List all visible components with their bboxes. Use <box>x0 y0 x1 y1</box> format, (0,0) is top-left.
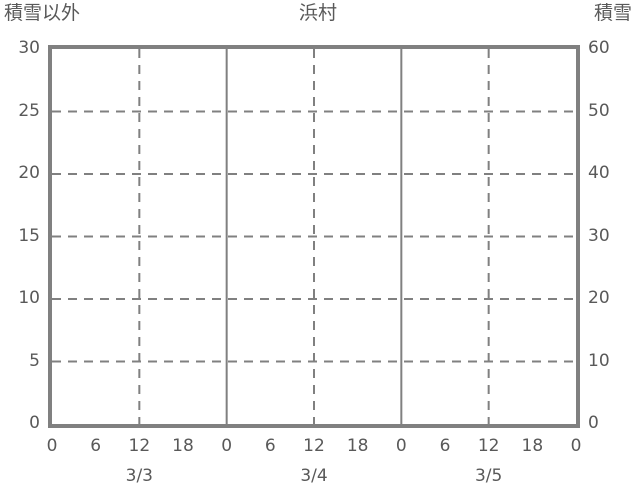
plot-grid <box>52 49 576 424</box>
right-axis-tick: 40 <box>588 163 610 183</box>
left-axis-tick: 20 <box>18 163 40 183</box>
left-axis-tick: 10 <box>18 288 40 308</box>
x-axis-day-label: 3/4 <box>300 466 328 486</box>
right-axis-title: 積雪 <box>593 2 632 24</box>
x-axis-hour-tick: 6 <box>264 436 276 456</box>
left-axis-tick: 15 <box>18 225 40 246</box>
x-axis-hour-tick: 6 <box>90 436 102 456</box>
x-axis-hour-tick: 12 <box>303 436 325 456</box>
right-axis-tick: 0 <box>588 413 599 433</box>
left-axis-tick: 0 <box>29 413 40 433</box>
x-axis-hour-tick: 0 <box>395 436 407 456</box>
right-axis-tick: 30 <box>588 225 610 246</box>
x-axis-hour-tick: 18 <box>346 436 369 456</box>
right-axis-tick: 10 <box>588 350 610 371</box>
right-axis-tick: 20 <box>588 288 610 308</box>
x-axis-hour-tick: 12 <box>128 436 151 456</box>
chart-title: 浜村 <box>298 2 337 24</box>
left-axis-tick: 30 <box>18 38 40 58</box>
left-axis-title: 積雪以外 <box>4 2 81 24</box>
x-axis-day-label: 3/3 <box>125 466 153 486</box>
right-axis-tick: 60 <box>588 38 610 58</box>
x-axis-hour-tick: 12 <box>477 436 500 456</box>
x-axis-hour-tick: 0 <box>46 436 58 456</box>
x-axis-hour-tick: 18 <box>521 436 544 456</box>
x-axis-hour-tick: 18 <box>172 436 194 456</box>
x-axis-hour-tick: 0 <box>221 436 233 456</box>
left-axis-tick: 25 <box>18 100 40 121</box>
right-axis-tick: 50 <box>588 100 610 121</box>
left-axis-tick: 5 <box>29 350 40 371</box>
grid-lines <box>52 49 576 424</box>
plot-area <box>48 45 580 428</box>
x-axis-day-label: 3/5 <box>474 466 503 486</box>
x-axis-hour-tick: 6 <box>439 436 451 456</box>
x-axis-hour-tick: 0 <box>570 436 582 456</box>
